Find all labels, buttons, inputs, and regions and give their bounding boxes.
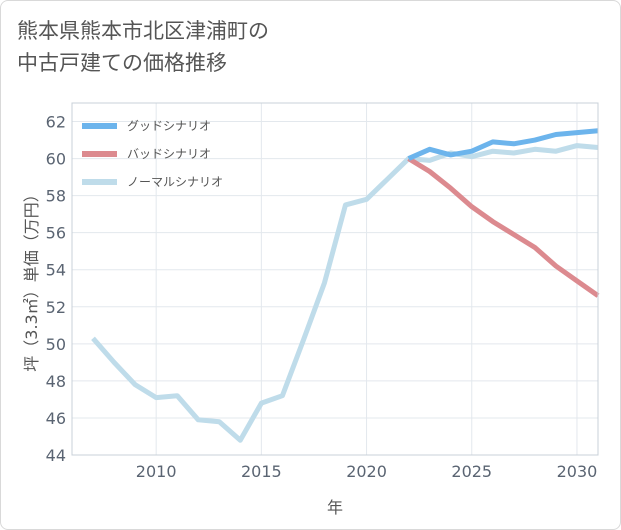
chart-title-line-2: 中古戸建ての価格推移: [17, 51, 227, 75]
y-tick-label: 50: [46, 335, 66, 354]
legend-label-2: ノーマルシナリオ: [127, 175, 223, 189]
chart-title-line-1: 熊本県熊本市北区津浦町の: [17, 19, 269, 43]
plot-area-border: [71, 102, 599, 456]
x-tick-label: 2030: [557, 462, 598, 481]
x-axis-label: 年: [327, 498, 343, 517]
y-tick-label: 58: [46, 187, 66, 206]
x-tick-label: 2020: [346, 462, 387, 481]
x-tick-label: 2025: [451, 462, 492, 481]
legend-label-0: グッドシナリオ: [127, 119, 211, 133]
y-axis-label: 坪（3.3㎡）単価（万円）: [22, 186, 41, 371]
axis-ticks: 44 46 48 50 52 54 56 58 60 62 2010 2015 2020 2025 2030: [46, 113, 598, 481]
y-tick-label: 52: [46, 298, 66, 317]
y-tick-label: 44: [46, 446, 66, 465]
series-line-0: [407, 128, 599, 161]
y-tick-label: 60: [46, 150, 66, 169]
x-tick-label: 2015: [241, 462, 282, 481]
y-tick-label: 46: [46, 409, 66, 428]
series-lines: [91, 128, 600, 443]
y-tick-label: 62: [46, 113, 66, 132]
y-tick-label: 56: [46, 224, 66, 243]
x-tick-label: 2010: [136, 462, 177, 481]
series-line-1: [407, 156, 600, 298]
y-tick-label: 54: [46, 261, 66, 280]
y-tick-label: 48: [46, 372, 66, 391]
legend-label-1: バッドシナリオ: [127, 147, 211, 161]
series-line-2: [91, 143, 599, 443]
chart-title: 熊本県熊本市北区津浦町の 中古戸建ての価格推移: [17, 15, 577, 79]
